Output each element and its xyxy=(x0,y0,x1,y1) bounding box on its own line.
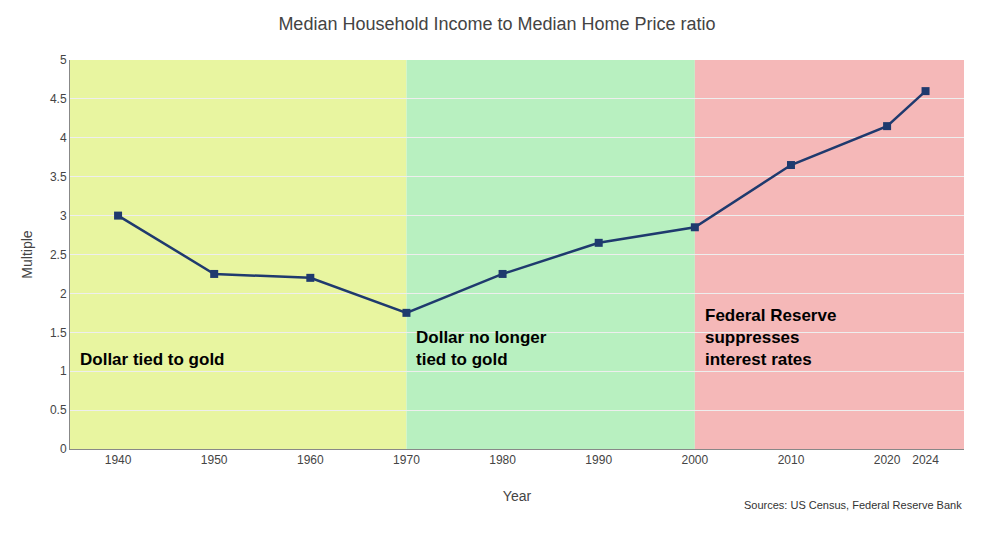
svg-text:1: 1 xyxy=(60,364,67,378)
svg-text:Multiple: Multiple xyxy=(19,230,35,278)
svg-text:Dollar no longertied to gold: Dollar no longertied to gold xyxy=(416,328,547,369)
svg-text:0.5: 0.5 xyxy=(50,403,67,417)
svg-text:1980: 1980 xyxy=(489,453,516,467)
svg-text:3: 3 xyxy=(60,209,67,223)
svg-text:2: 2 xyxy=(60,287,67,301)
svg-text:1940: 1940 xyxy=(105,453,132,467)
svg-text:2010: 2010 xyxy=(778,453,805,467)
svg-text:Year: Year xyxy=(503,488,532,504)
svg-text:Dollar tied to gold: Dollar tied to gold xyxy=(80,350,225,369)
svg-text:2.5: 2.5 xyxy=(50,248,67,262)
svg-text:Median Household Income to Med: Median Household Income to Median Home P… xyxy=(278,14,715,34)
svg-text:3.5: 3.5 xyxy=(50,170,67,184)
svg-text:2024: 2024 xyxy=(912,453,939,467)
svg-text:1970: 1970 xyxy=(393,453,420,467)
svg-text:2020: 2020 xyxy=(874,453,901,467)
svg-text:Sources: US Census, Federal Re: Sources: US Census, Federal Reserve Bank xyxy=(744,499,962,511)
svg-text:4: 4 xyxy=(60,131,67,145)
svg-text:Federal Reservesuppressesinter: Federal Reservesuppressesinterest rates xyxy=(705,306,836,369)
svg-text:4.5: 4.5 xyxy=(50,92,67,106)
svg-text:1950: 1950 xyxy=(201,453,228,467)
svg-text:5: 5 xyxy=(60,53,67,67)
svg-text:0: 0 xyxy=(60,442,67,456)
svg-text:1.5: 1.5 xyxy=(50,326,67,340)
svg-text:1990: 1990 xyxy=(585,453,612,467)
svg-text:2000: 2000 xyxy=(681,453,708,467)
svg-text:1960: 1960 xyxy=(297,453,324,467)
